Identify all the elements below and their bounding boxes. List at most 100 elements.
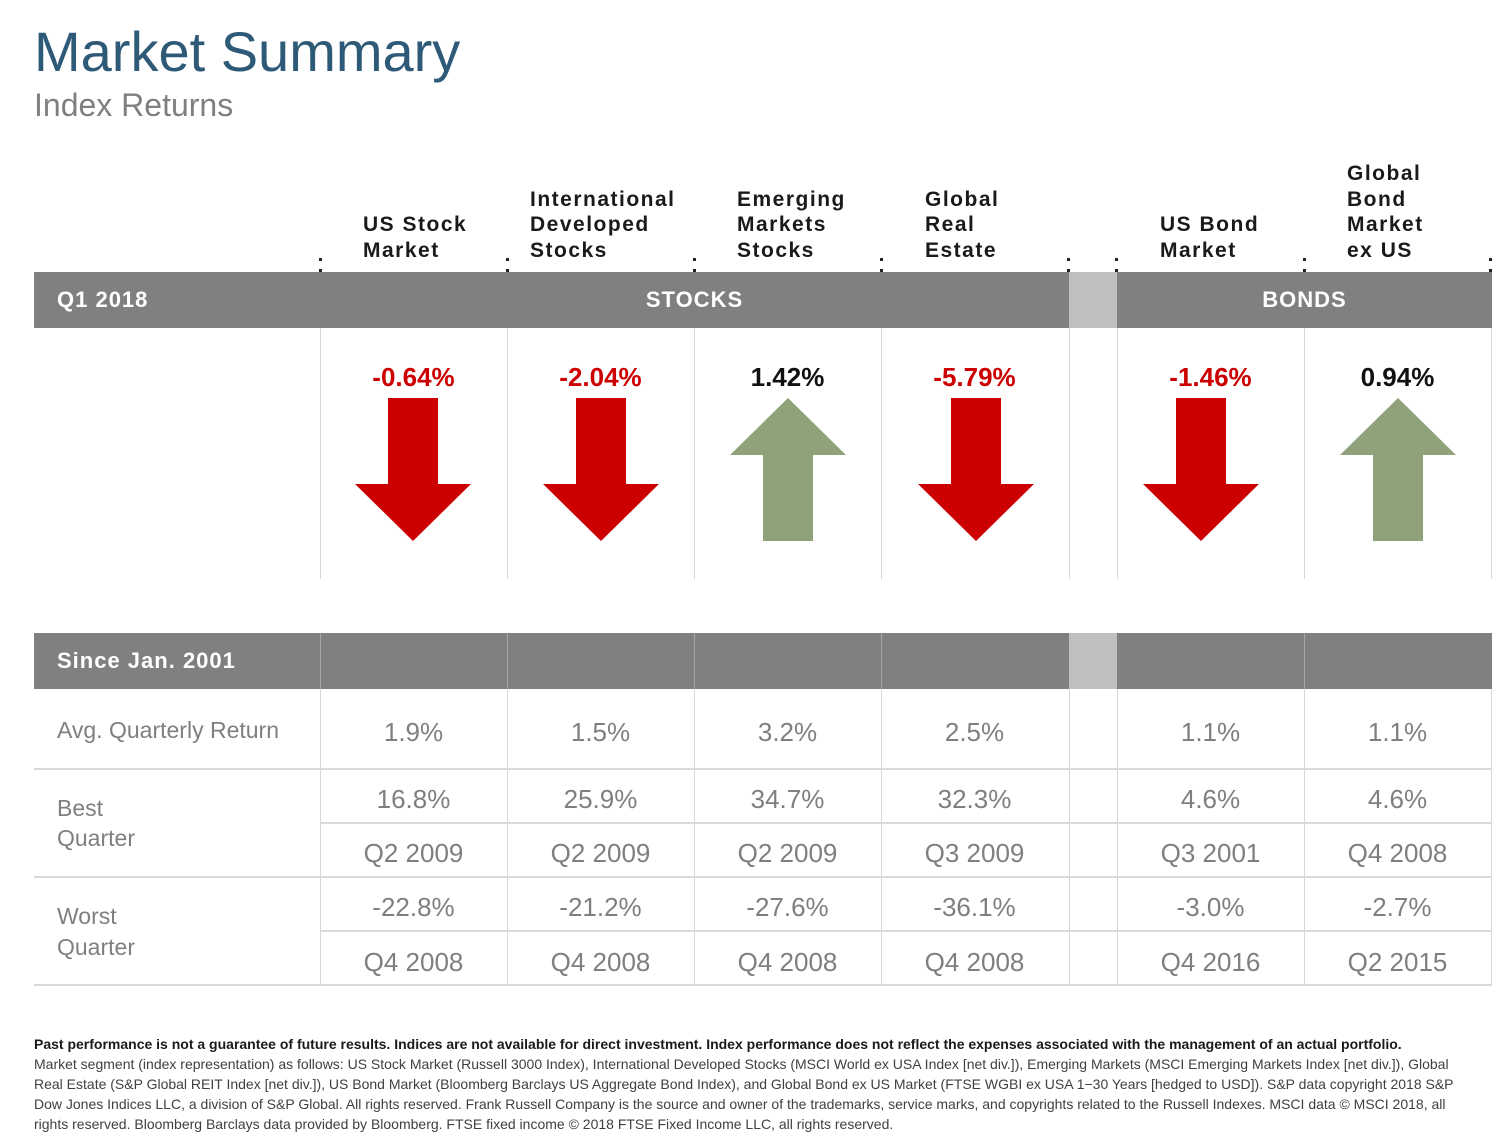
column-heading-us-stock: US Stock Market [363,213,468,262]
footnote-disclaimer: Past performance is not a guarantee of f… [34,1036,1402,1052]
worst-quarter-cell: Q4 2008 [924,947,1025,977]
row-divider [34,768,1492,770]
worst-value-cell: -36.1% [933,892,1016,922]
table-divider [881,689,882,985]
q1-return-global-bond-ex-us: 0.94% [1360,362,1435,392]
column-tick [319,258,322,274]
column-tick [1067,258,1070,274]
best-value-cell: 34.7% [750,784,825,814]
column-divider [1117,328,1118,579]
best-quarter-cell: Q2 2009 [737,838,838,868]
worst-value-cell: -27.6% [746,892,829,922]
bar-divider [507,633,508,689]
table-divider [320,689,321,985]
bar-divider [694,633,695,689]
bar-separator [1069,633,1117,689]
row-divider [34,984,1492,986]
page-subtitle: Index Returns [34,87,234,123]
column-tick [1303,258,1306,274]
best-value-cell: 16.8% [376,784,451,814]
row-label-worst-1: Worst [57,903,117,929]
column-heading-global-bond-ex-us: Global Bond Market ex US [1347,162,1424,262]
column-divider [507,328,508,579]
worst-quarter-cell: Q2 2015 [1347,947,1448,977]
column-divider [1069,328,1070,579]
best-value-cell: 32.3% [937,784,1012,814]
avg-cell: 3.2% [757,717,818,747]
best-quarter-cell: Q3 2009 [924,838,1025,868]
table-divider [507,689,508,985]
arrow-global-real-estate [918,398,1034,541]
bar-divider [1304,633,1305,689]
bar-separator [1069,272,1117,328]
row-label-worst-2: Quarter [57,934,135,960]
since-period-label: Since Jan. 2001 [57,648,236,673]
column-tick [880,258,883,274]
q1-stocks-bar [34,272,1069,328]
stocks-label: STOCKS [645,287,744,312]
column-heading-us-bond: US Bond Market [1160,213,1260,262]
column-heading-global-real-estate: Global Real Estate [925,187,1000,262]
table-divider [1491,689,1492,985]
best-value-cell: 25.9% [563,784,638,814]
column-tick [506,258,509,274]
best-value-cell: 4.6% [1367,784,1428,814]
avg-cell: 1.5% [570,717,631,747]
bar-divider [881,633,882,689]
table-divider [1304,689,1305,985]
bar-divider [320,633,321,689]
row-divider [320,930,1492,932]
row-label-best-1: Best [57,795,104,821]
worst-quarter-cell: Q4 2008 [550,947,651,977]
best-quarter-cell: Q2 2009 [550,838,651,868]
arrow-us-stock [355,398,471,541]
best-quarter-cell: Q4 2008 [1347,838,1448,868]
row-divider [320,822,1492,824]
worst-quarter-cell: Q4 2008 [363,947,464,977]
since-stocks-bar [34,633,1069,689]
avg-cell: 1.9% [383,717,444,747]
column-heading-emerging: Emerging Markets Stocks [737,187,846,262]
column-divider [1491,328,1492,579]
arrow-us-bond [1143,398,1259,541]
avg-cell: 1.1% [1367,717,1428,747]
footnote: Past performance is not a guarantee of f… [34,1034,1474,1134]
worst-value-cell: -2.7% [1363,892,1432,922]
q1-period-label: Q1 2018 [57,287,149,312]
column-divider [1304,328,1305,579]
bonds-label: BONDS [1262,287,1347,312]
column-divider [694,328,695,579]
arrow-emerging [730,398,846,541]
worst-value-cell: -3.0% [1176,892,1245,922]
best-value-cell: 4.6% [1180,784,1241,814]
column-tick [693,258,696,274]
avg-cell: 2.5% [944,717,1005,747]
arrow-global-bond-ex-us [1340,398,1456,541]
column-divider [320,328,321,579]
column-tick [1489,258,1492,274]
best-quarter-cell: Q3 2001 [1160,838,1261,868]
column-heading-intl-developed: International Developed Stocks [530,187,676,262]
row-label-avg: Avg. Quarterly Return [57,717,280,743]
column-divider [881,328,882,579]
row-divider [34,876,1492,878]
q1-return-emerging: 1.42% [750,362,825,392]
worst-value-cell: -21.2% [559,892,642,922]
q1-return-us-bond: -1.46% [1169,362,1252,392]
footnote-body: Market segment (index representation) as… [34,1056,1454,1132]
column-tick [1115,258,1118,274]
table-divider [1069,689,1070,985]
q1-return-us-stock: -0.64% [372,362,455,392]
avg-cell: 1.1% [1180,717,1241,747]
row-label-best-2: Quarter [57,825,135,851]
worst-quarter-cell: Q4 2008 [737,947,838,977]
worst-value-cell: -22.8% [372,892,455,922]
worst-quarter-cell: Q4 2016 [1160,947,1261,977]
arrow-intl-developed [543,398,659,541]
q1-return-global-real-estate: -5.79% [933,362,1016,392]
table-divider [1117,689,1118,985]
q1-bonds-bar [1117,272,1492,328]
table-divider [694,689,695,985]
q1-return-intl-developed: -2.04% [559,362,642,392]
page-title: Market Summary [34,20,461,83]
